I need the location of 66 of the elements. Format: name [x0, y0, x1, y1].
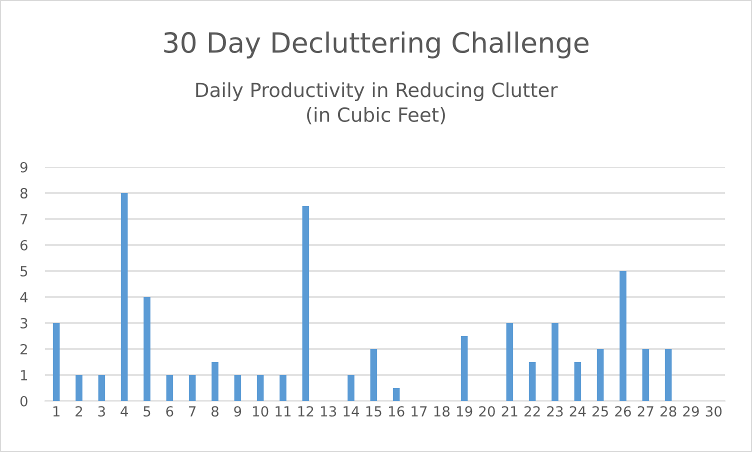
bar: [144, 297, 150, 401]
x-tick-label: 30: [706, 406, 722, 417]
bar: [234, 375, 242, 401]
bar: [528, 362, 536, 401]
x-tick-label: 14: [344, 406, 360, 416]
y-tick-label: 5: [20, 266, 28, 276]
bar: [76, 375, 82, 401]
bar: [392, 388, 400, 401]
x-tick-label: 5: [144, 406, 150, 417]
bar: [348, 375, 354, 401]
y-tick-label: 2: [20, 344, 27, 354]
bar: [166, 375, 174, 401]
x-tick-label: 13: [321, 406, 336, 417]
x-tick-label: 29: [683, 406, 699, 417]
bar: [506, 323, 514, 401]
x-tick-label: 24: [570, 406, 586, 416]
bar: [642, 349, 650, 401]
y-tick-label: 6: [20, 240, 28, 250]
x-tick-label: 23: [547, 406, 563, 417]
bar: [120, 193, 128, 401]
x-tick-label: 19: [457, 406, 472, 417]
x-tick-label: 28: [660, 406, 676, 417]
bar: [552, 323, 558, 401]
bar: [460, 336, 468, 401]
chart-title: 30 Day Decluttering Challenge: [164, 32, 588, 58]
x-tick-label: 22: [524, 406, 540, 416]
x-tick-label: 17: [412, 406, 427, 416]
bar: [256, 375, 264, 401]
x-tick-label: 10: [253, 406, 268, 417]
x-tick-label: 25: [592, 406, 608, 417]
x-tick-label: 12: [298, 406, 314, 416]
x-tick-label: 15: [366, 406, 382, 417]
x-tick-label: 3: [98, 406, 105, 417]
x-tick-label: 4: [120, 406, 128, 416]
bar: [52, 323, 60, 401]
y-tick-label: 8: [20, 188, 28, 198]
x-tick-label: 7: [189, 406, 196, 416]
x-tick-label: 9: [234, 406, 242, 417]
x-tick-label: 11: [276, 406, 291, 416]
y-tick-label: 1: [21, 370, 28, 380]
y-tick-label: 9: [20, 162, 28, 172]
bar: [620, 271, 626, 401]
x-tick-label: 2: [76, 406, 82, 416]
x-tick-label: 27: [638, 406, 654, 416]
bar: [596, 349, 604, 401]
bar: [212, 362, 218, 401]
bar: [188, 375, 196, 401]
y-tick-label: 4: [20, 292, 28, 302]
y-tick-label: 3: [20, 318, 28, 328]
x-tick-label: 1: [53, 406, 60, 416]
x-tick-label: 8: [212, 406, 218, 417]
y-tick-label: 0: [20, 396, 28, 406]
x-tick-label: 6: [166, 406, 174, 417]
bar: [664, 349, 672, 401]
x-tick-label: 16: [389, 406, 404, 417]
bar: [280, 375, 286, 401]
chart-subtitle: Daily Productivity in Reducing Clutter (in Cubic Feet): [196, 82, 558, 124]
x-tick-label: 20: [479, 406, 495, 417]
bar: [370, 349, 378, 401]
y-tick-label: 7: [20, 214, 28, 224]
x-tick-label: 21: [502, 406, 518, 416]
bar: [302, 206, 310, 401]
bar: [98, 375, 106, 401]
x-tick-label: 18: [434, 406, 450, 417]
bar: [574, 362, 582, 401]
x-tick-label: 26: [615, 406, 631, 417]
